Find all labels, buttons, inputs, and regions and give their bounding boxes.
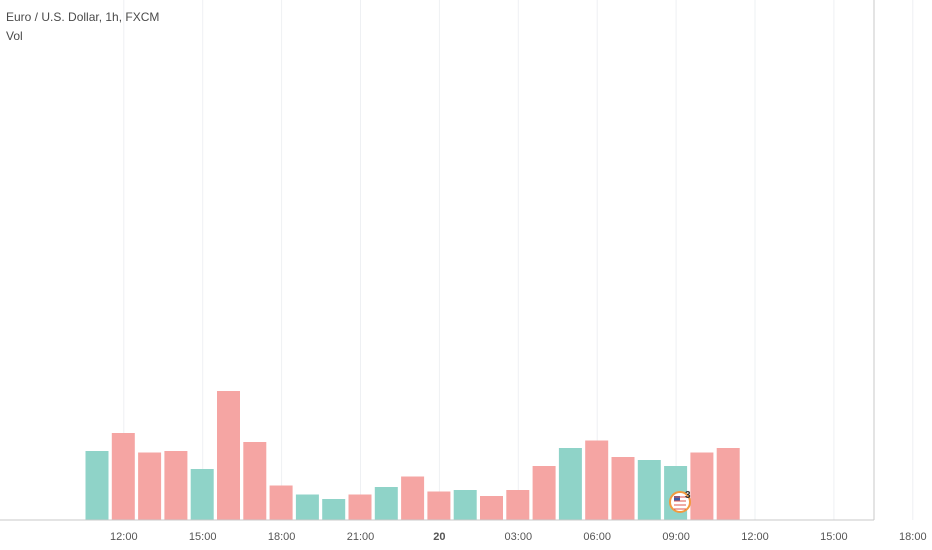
volume-bar: [374, 487, 398, 520]
chart-title: Euro / U.S. Dollar, 1h, FXCM: [6, 10, 160, 24]
volume-bar: [190, 469, 214, 520]
volume-bar: [453, 490, 477, 520]
volume-bar: [611, 457, 635, 520]
time-tick-label: 18:00: [268, 531, 296, 543]
volume-bar: [558, 448, 582, 520]
volume-bar: [532, 466, 556, 520]
volume-bar: [138, 452, 162, 520]
volume-bar: [269, 485, 293, 520]
volume-bar: [164, 451, 188, 520]
volume-bar: [217, 391, 240, 520]
volume-bar: [427, 491, 451, 520]
volume-bar: [111, 433, 135, 520]
volume-bar: [716, 448, 740, 520]
volume-bar: [348, 494, 372, 520]
time-tick-label: 15:00: [189, 531, 217, 543]
volume-bar: [401, 476, 425, 520]
time-tick-label: 21:00: [347, 531, 375, 543]
volume-bar: [322, 499, 346, 520]
time-tick-label: 20: [433, 531, 445, 543]
volume-bar: [243, 442, 267, 520]
time-tick-label: 09:00: [662, 531, 690, 543]
volume-bar: [85, 451, 109, 520]
volume-indicator-label[interactable]: Vol: [6, 29, 23, 43]
volume-bar: [506, 490, 530, 520]
volume-bar: [585, 440, 609, 520]
time-tick-label: 12:00: [741, 531, 769, 543]
volume-bar: [480, 496, 503, 520]
volume-bar: [690, 452, 714, 520]
time-tick-label: 15:00: [820, 531, 848, 543]
volume-bar: [637, 460, 661, 520]
time-tick-label: 18:00: [899, 531, 927, 543]
time-tick-label: 03:00: [505, 531, 533, 543]
event-count-badge: 3: [685, 490, 691, 501]
volume-bar: [295, 494, 319, 520]
time-tick-label: 06:00: [583, 531, 611, 543]
flag-canton: [674, 496, 680, 501]
time-tick-label: 12:00: [110, 531, 138, 543]
